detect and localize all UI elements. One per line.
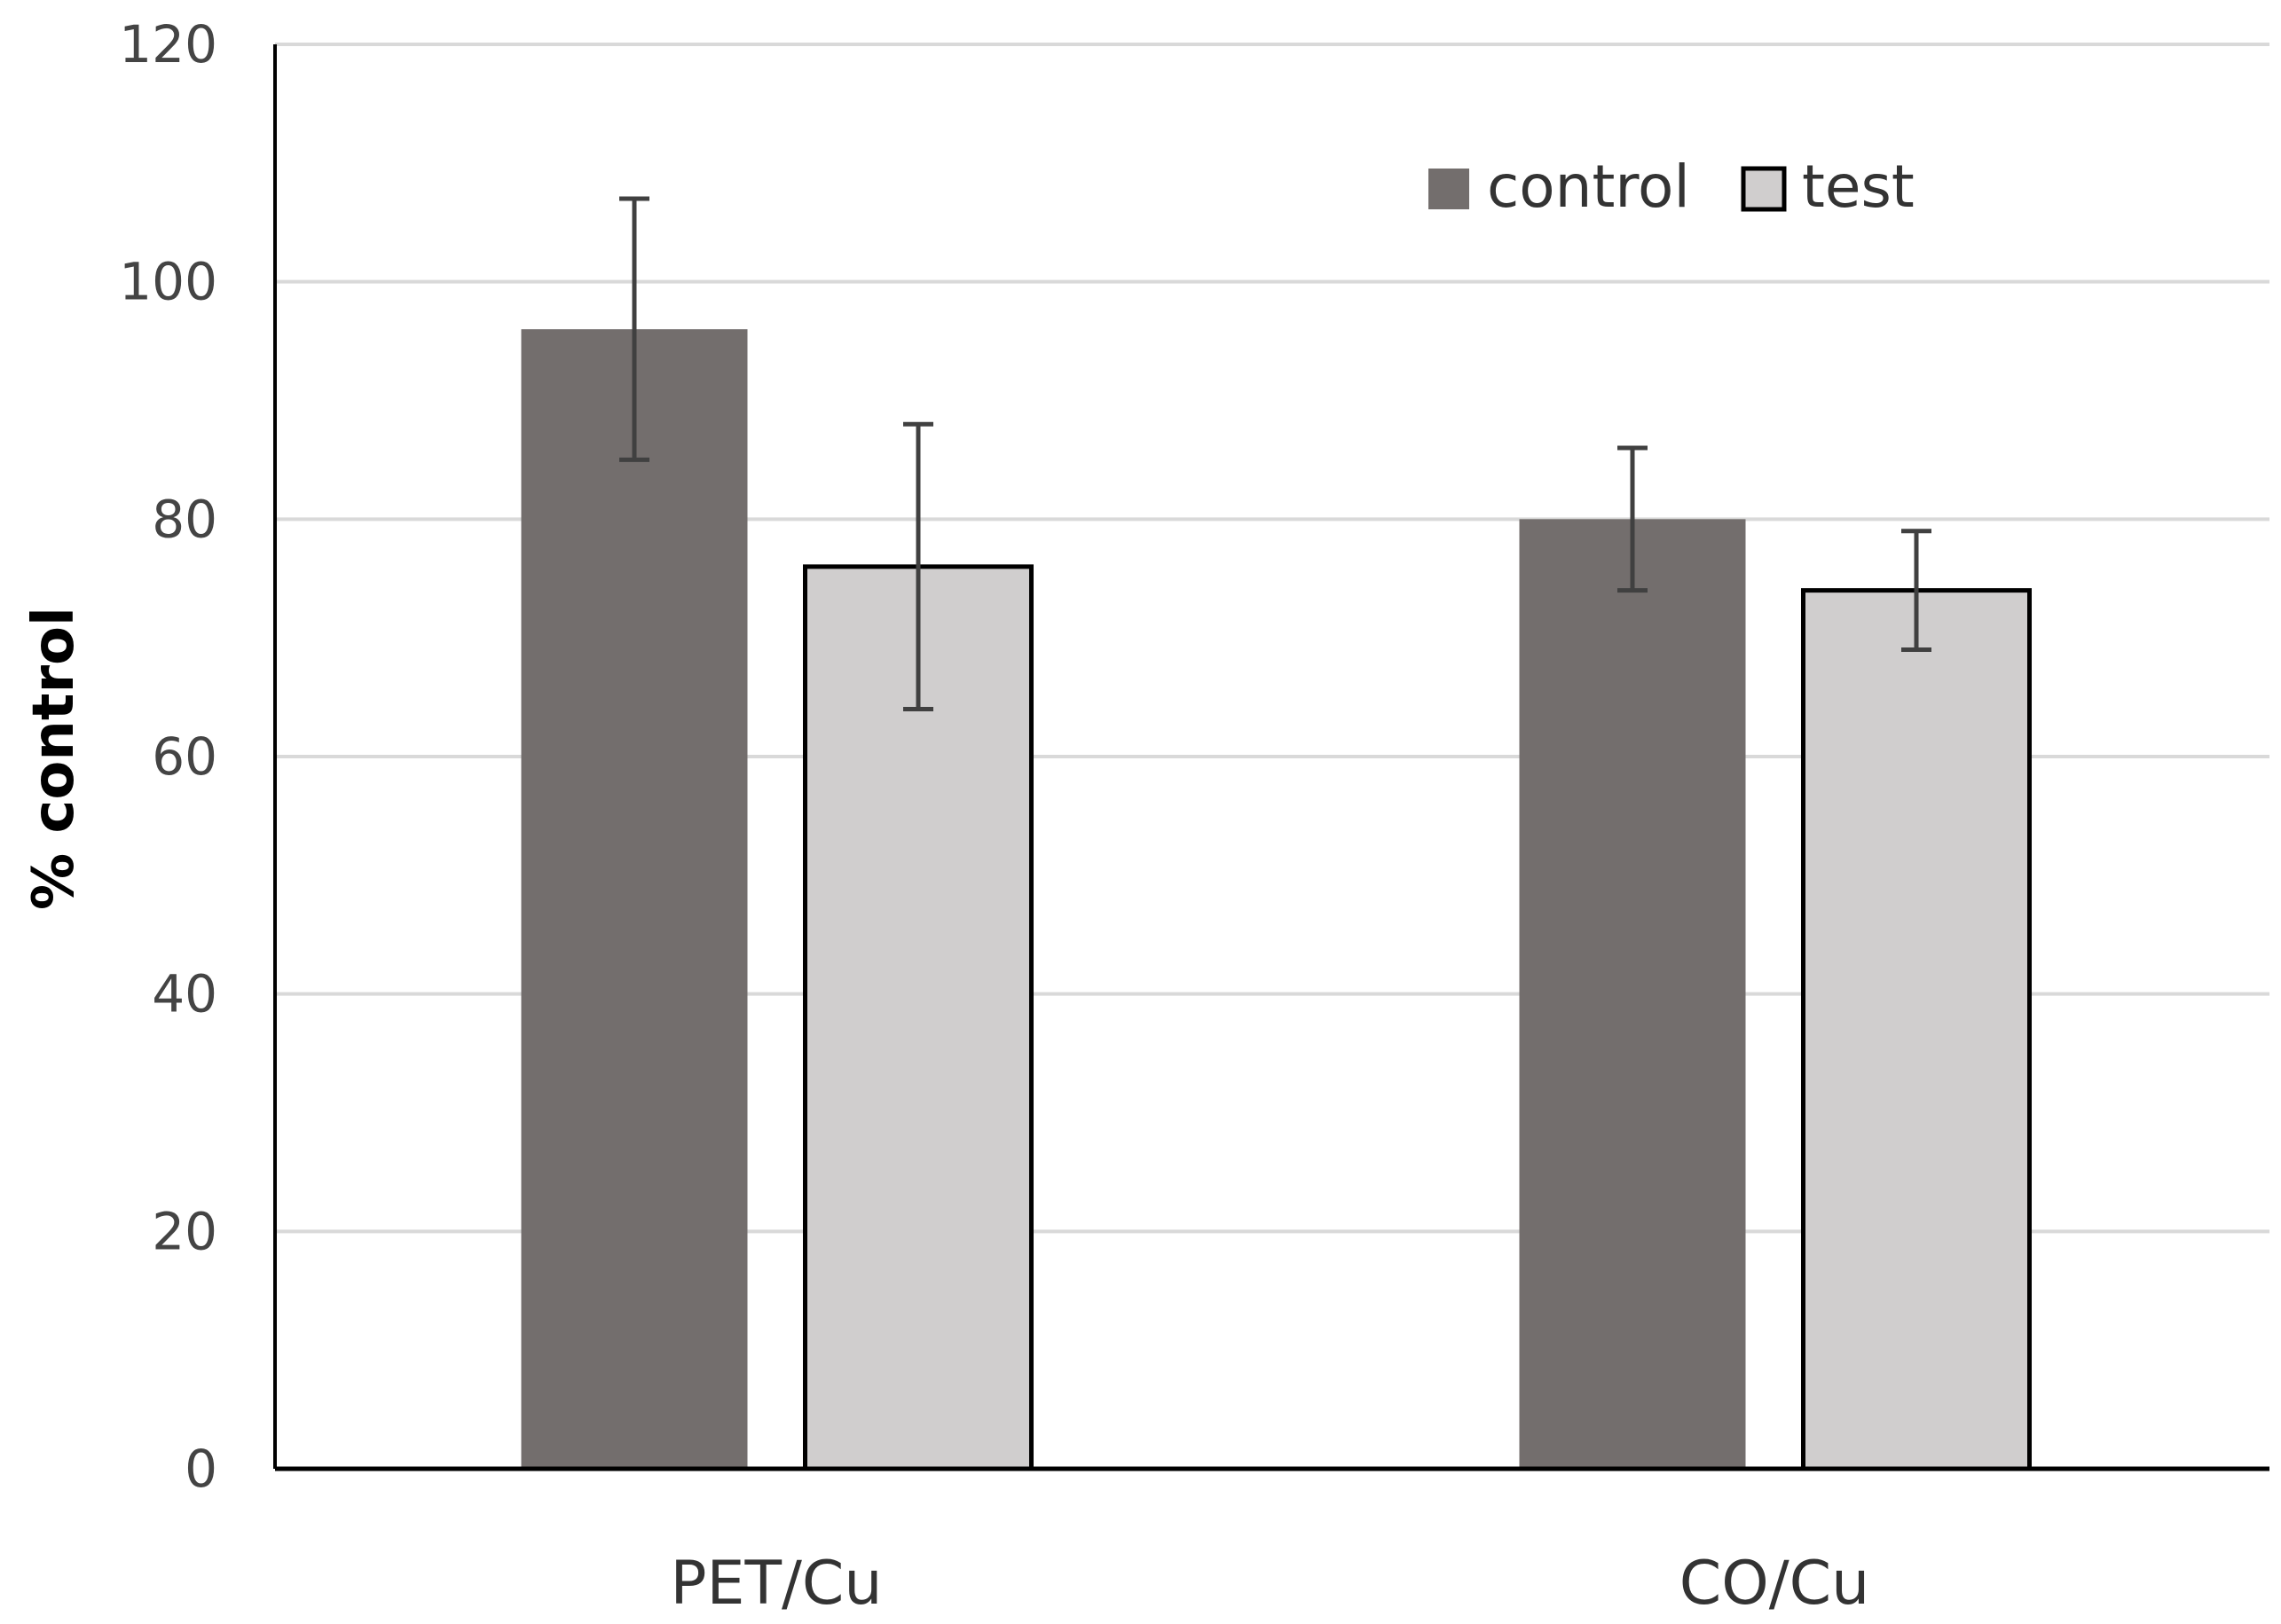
legend-label-test: test [1802, 153, 1915, 221]
legend-swatch-test [1741, 166, 1787, 212]
y-tick-label-20: 20 [152, 1201, 217, 1261]
error-bars [619, 196, 1931, 711]
legend[interactable]: control test [1428, 153, 1915, 221]
bars [521, 329, 2032, 1471]
bar-control-pet-cu [521, 329, 748, 1470]
y-tick-label-60: 60 [152, 726, 217, 787]
axes [273, 44, 2269, 1471]
y-tick-label-40: 40 [152, 964, 217, 1024]
x-tick-label-0: PET/Cu [671, 1549, 883, 1619]
legend-swatch-control [1428, 169, 1469, 209]
y-tick-label-80: 80 [152, 489, 217, 549]
legend-label-control: control [1487, 153, 1690, 221]
bar-control-co-cu [1519, 519, 1746, 1470]
labels: 0 20 40 60 80 100 120 PET/Cu CO/Cu [119, 14, 1869, 1619]
bar-test-co-cu [1801, 588, 2032, 1471]
y-tick-label-100: 100 [119, 252, 217, 312]
x-tick-label-1: CO/Cu [1679, 1549, 1870, 1619]
y-tick-label-0: 0 [185, 1439, 217, 1499]
y-tick-label-120: 120 [119, 14, 217, 75]
y-axis-title: % control [21, 607, 87, 910]
